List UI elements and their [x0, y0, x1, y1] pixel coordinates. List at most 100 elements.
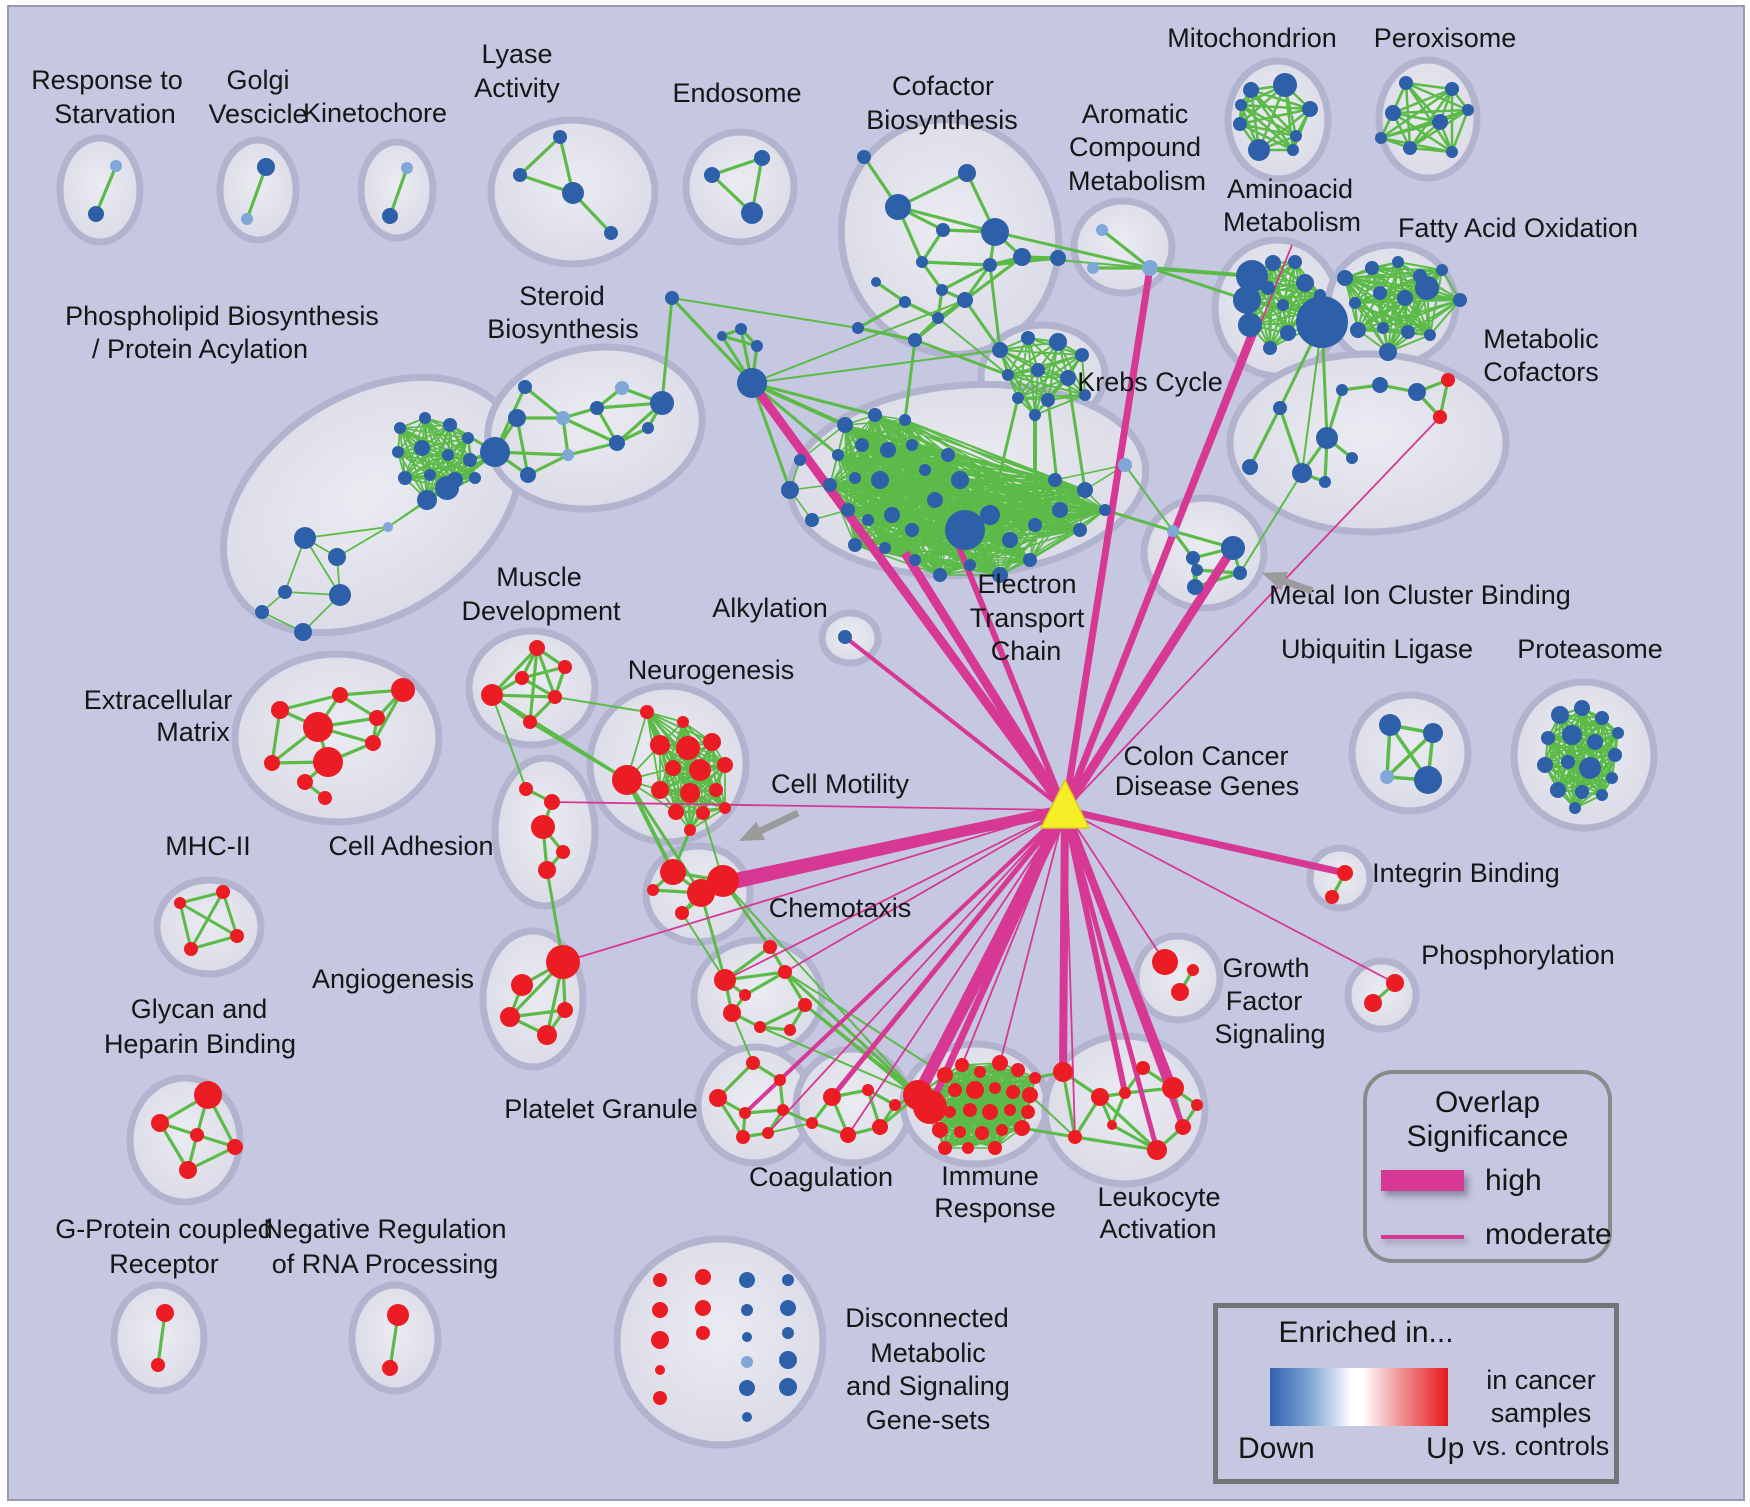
cluster-label: Matrix — [156, 717, 230, 747]
enrichment-note: in cancer samples vs. controls — [1466, 1364, 1616, 1463]
cluster-edges-mitochondrion — [1238, 83, 1312, 152]
gene-set-node — [1048, 473, 1062, 487]
cluster-label: Leukocyte — [1097, 1182, 1220, 1212]
gene-set-node — [1397, 290, 1413, 306]
gene-set-node — [862, 514, 874, 526]
gene-set-node — [511, 974, 533, 996]
gene-set-node — [329, 584, 351, 606]
cluster-label: Starvation — [54, 99, 176, 129]
gene-set-node — [174, 897, 186, 909]
gene-set-node — [675, 906, 689, 920]
gene-set-node — [1187, 579, 1203, 595]
green-link — [750, 381, 847, 427]
green-link — [671, 297, 859, 329]
gene-set-node — [365, 735, 381, 751]
gene-set-node — [1261, 281, 1275, 295]
gene-set-node — [823, 1088, 841, 1106]
gene-set-node — [604, 226, 618, 240]
gene-set-node — [1265, 255, 1281, 271]
gene-set-node — [1595, 711, 1609, 725]
gene-set-node — [653, 1391, 667, 1405]
gene-set-node — [392, 446, 404, 458]
gene-set-node — [837, 417, 853, 433]
cluster-edges-mhc-ii — [178, 890, 239, 951]
cluster-label: / Protein Acylation — [92, 334, 308, 364]
cluster-label: Cofactor — [892, 71, 994, 101]
cluster-edges-golgi-vescicle — [245, 165, 268, 221]
gene-set-node — [369, 710, 385, 726]
gene-set-node — [332, 687, 348, 703]
gene-set-node — [1337, 270, 1353, 286]
gene-set-node — [1029, 1072, 1041, 1084]
cluster-label: Mitochondrion — [1167, 23, 1337, 53]
gene-set-node — [508, 409, 526, 427]
gene-set-node — [719, 802, 731, 814]
gene-set-node — [387, 1304, 409, 1326]
cluster-edges-chemotaxis — [723, 945, 807, 1032]
gene-set-node — [798, 998, 812, 1012]
green-link — [722, 880, 919, 1096]
gene-set-node — [919, 464, 931, 476]
gene-set-nodes — [88, 73, 1624, 1422]
gene-set-node — [241, 213, 253, 225]
cluster-edges-kinetochore — [388, 166, 409, 218]
hub-group — [1039, 778, 1091, 829]
gene-set-node — [1414, 766, 1442, 794]
cluster-label: Neurogenesis — [628, 655, 795, 685]
gene-set-node — [989, 1082, 1001, 1094]
gene-set-node — [1415, 276, 1439, 300]
gene-set-node — [1296, 296, 1348, 348]
cluster-label: Immune — [941, 1161, 1039, 1191]
green-link — [903, 338, 917, 422]
overlap-edge-moderate — [1064, 809, 1166, 963]
gene-set-node — [848, 538, 862, 552]
gene-set-node — [880, 442, 896, 458]
gene-set-node — [777, 1104, 789, 1116]
gene-set-node — [562, 449, 574, 461]
gene-set-node — [500, 1007, 520, 1027]
gene-set-node — [762, 1127, 774, 1139]
gene-set-node — [190, 1128, 204, 1142]
gene-set-node — [677, 716, 689, 728]
gene-set-node — [992, 342, 1008, 358]
cluster-edges-metabolic-cofactors — [1248, 378, 1450, 484]
cluster-label: Phosphorylation — [1421, 940, 1615, 970]
gene-set-node — [1292, 463, 1312, 483]
gene-set-node — [382, 1360, 398, 1376]
gene-set-node — [974, 1066, 986, 1078]
gene-set-node — [754, 1021, 766, 1033]
overlap-edge-high — [955, 543, 1068, 812]
gene-set-node — [394, 422, 406, 434]
gene-set-node — [443, 418, 457, 432]
gene-set-node — [1029, 409, 1041, 421]
green-link — [625, 778, 675, 874]
gene-set-node — [1235, 99, 1247, 111]
gene-set-node — [1290, 130, 1302, 142]
gene-set-node — [962, 1142, 974, 1154]
high-significance-label: high — [1485, 1164, 1542, 1197]
green-link — [554, 696, 648, 713]
gene-set-node — [1424, 329, 1436, 341]
gene-set-node — [778, 965, 792, 979]
gene-set-node — [294, 623, 312, 641]
gene-set-node — [1423, 723, 1443, 743]
gene-set-node — [741, 1356, 753, 1368]
gene-set-node — [523, 715, 537, 729]
cluster-label: Compound — [1069, 132, 1201, 162]
gene-set-node — [1432, 114, 1448, 130]
gene-set-node — [840, 1127, 856, 1143]
gene-set-node — [194, 1081, 222, 1109]
gene-set-node — [696, 806, 710, 820]
gene-set-node — [88, 206, 104, 222]
gene-set-node — [151, 1114, 169, 1132]
gene-set-node — [714, 969, 736, 991]
overlap-edge-moderate — [1064, 809, 1396, 984]
gene-set-node — [966, 1081, 984, 1099]
cluster-label: Cell Adhesion — [328, 831, 493, 861]
gene-set-node — [544, 794, 560, 810]
green-link — [750, 381, 877, 417]
gene-set-node — [1191, 1099, 1203, 1111]
overlap-edge-high — [743, 808, 1067, 1115]
gene-set-node — [668, 804, 684, 820]
gene-set-node — [741, 202, 763, 224]
